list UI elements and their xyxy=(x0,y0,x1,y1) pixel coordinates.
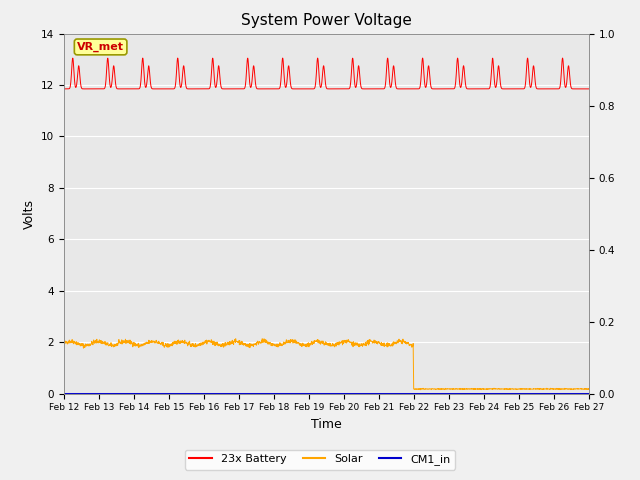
23x Battery xyxy=(87,86,95,92)
Legend: 23x Battery, Solar, CM1_in: 23x Battery, Solar, CM1_in xyxy=(185,450,455,469)
23x Battery xyxy=(419,55,426,61)
23x Battery xyxy=(301,86,309,92)
23x Battery xyxy=(570,86,578,92)
Solar xyxy=(87,341,95,347)
23x Battery xyxy=(316,78,323,84)
CM1_in xyxy=(60,391,68,396)
CM1_in xyxy=(87,391,95,396)
23x Battery xyxy=(570,86,578,92)
Solar xyxy=(585,386,593,392)
Solar xyxy=(417,387,424,393)
CM1_in xyxy=(474,391,481,396)
Solar xyxy=(301,341,309,347)
CM1_in xyxy=(585,391,593,396)
Title: System Power Voltage: System Power Voltage xyxy=(241,13,412,28)
Solar xyxy=(474,386,481,392)
Text: VR_met: VR_met xyxy=(77,42,124,52)
CM1_in xyxy=(570,391,577,396)
Solar xyxy=(570,386,578,392)
Y-axis label: Volts: Volts xyxy=(22,199,35,228)
CM1_in xyxy=(316,391,323,396)
23x Battery xyxy=(585,86,593,92)
Solar xyxy=(259,336,266,342)
CM1_in xyxy=(301,391,309,396)
Solar xyxy=(316,339,323,345)
CM1_in xyxy=(570,391,577,396)
Solar xyxy=(60,340,68,346)
Line: 23x Battery: 23x Battery xyxy=(64,58,589,89)
23x Battery xyxy=(84,86,92,92)
Solar xyxy=(570,386,578,392)
Line: Solar: Solar xyxy=(64,339,589,390)
23x Battery xyxy=(474,86,481,92)
23x Battery xyxy=(60,86,68,92)
X-axis label: Time: Time xyxy=(311,418,342,431)
